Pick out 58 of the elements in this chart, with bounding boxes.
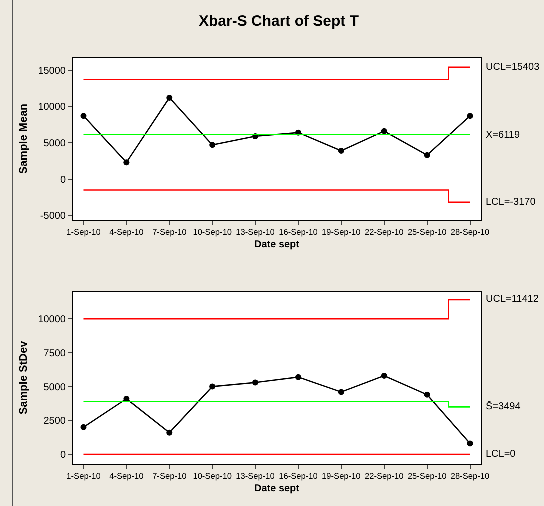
x-axis-title: Date sept	[254, 483, 300, 494]
x-tick-label: 7-Sep-10	[152, 470, 188, 481]
y-tick-label: 0	[60, 174, 66, 186]
x-tick-label: 13-Sep-10	[236, 226, 276, 237]
annotation: UCL=11412	[486, 294, 540, 305]
y-tick-label: 2500	[44, 416, 66, 428]
point	[295, 374, 302, 380]
x-tick-label: 22-Sep-10	[364, 226, 404, 237]
x-tick-label: 16-Sep-10	[279, 226, 318, 237]
x-tick-label: 4-Sep-10	[110, 226, 144, 237]
point	[338, 389, 344, 396]
point	[467, 113, 474, 120]
point	[467, 440, 474, 447]
x-tick-label: 4-Sep-10	[110, 470, 144, 481]
annotation: S̄=3494	[486, 401, 522, 413]
x-axis-title: Date sept	[254, 239, 300, 250]
x-tick-label: 10-Sep-10	[193, 226, 232, 237]
x-tick-label: 16-Sep-10	[279, 470, 318, 481]
chart-title: Xbar-S Chart of Sept T	[198, 13, 360, 30]
point	[210, 142, 216, 148]
annotation: LCL=-3170	[486, 197, 536, 208]
point	[381, 128, 388, 134]
y-tick-label: -5000	[40, 211, 66, 222]
y-tick-label: 15000	[38, 66, 66, 77]
x-tick-label: 19-Sep-10	[322, 226, 362, 237]
annotation: UCL=15403	[486, 62, 540, 73]
x-tick-label: 19-Sep-10	[322, 470, 362, 481]
x-tick-label: 25-Sep-10	[408, 226, 448, 237]
y-tick-label: 7500	[44, 348, 66, 360]
point	[80, 424, 87, 430]
y-tick-label: 5000	[44, 382, 66, 394]
x-tick-label: 1-Sep-10	[66, 226, 102, 237]
y-tick-label: 5000	[44, 138, 66, 150]
point	[338, 148, 344, 154]
x-tick-label: 28-Sep-10	[450, 470, 490, 481]
x-tick-label: 10-Sep-10	[193, 470, 232, 481]
y-tick-label: 0	[60, 450, 66, 462]
x-tick-label: 25-Sep-10	[408, 470, 448, 481]
x-tick-label: 1-Sep-10	[66, 470, 102, 481]
y-tick-label: 10000	[38, 314, 66, 326]
point	[210, 384, 216, 390]
point	[381, 372, 388, 379]
annotation: X̿=6119	[486, 129, 520, 141]
x-tick-label: 22-Sep-10	[364, 470, 404, 481]
x-tick-label: 28-Sep-10	[450, 226, 490, 237]
point	[424, 152, 430, 158]
annotation: LCL=0	[486, 449, 516, 460]
point	[124, 160, 130, 166]
point	[166, 94, 173, 101]
x-tick-label: 7-Sep-10	[152, 226, 188, 237]
x-tick-label: 13-Sep-10	[236, 470, 276, 481]
y-axis-title: Sample Mean	[18, 104, 30, 174]
y-tick-label: 10000	[38, 102, 66, 114]
point	[80, 113, 87, 120]
point	[166, 430, 173, 436]
point	[424, 392, 430, 398]
point	[252, 380, 259, 386]
y-axis-title: Sample StDev	[18, 340, 30, 415]
